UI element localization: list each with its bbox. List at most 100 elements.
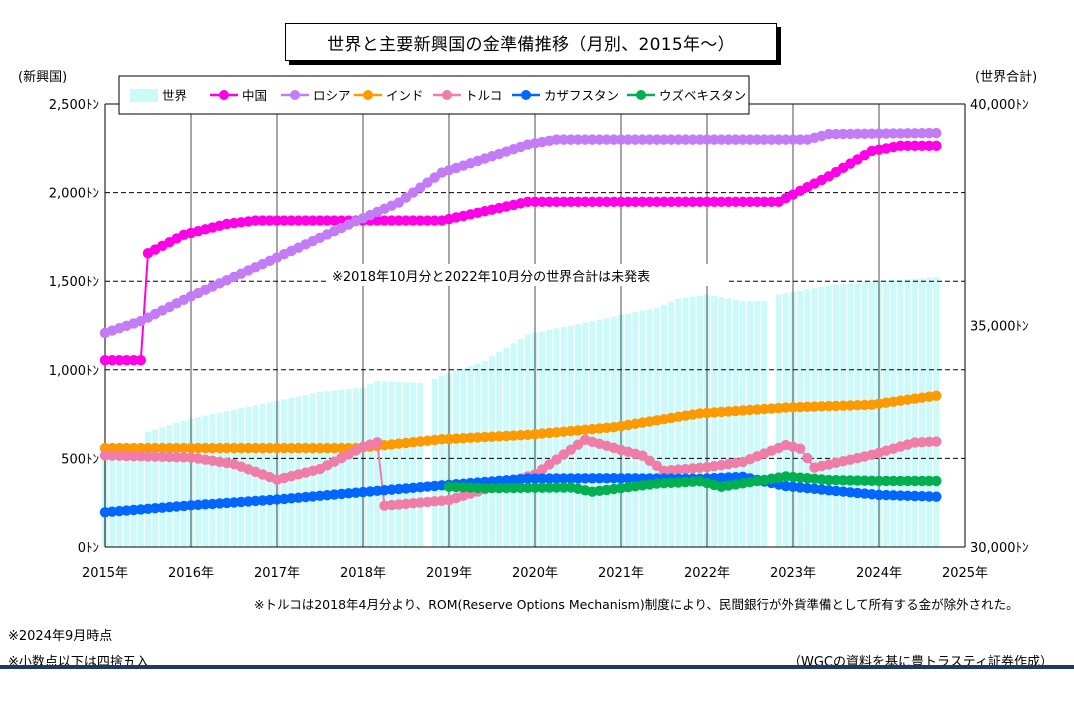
- series-point: [329, 442, 340, 454]
- series-point: [271, 215, 283, 226]
- x-tick-label: 2022年: [684, 566, 730, 581]
- series-point: [508, 482, 519, 494]
- world-bar: [890, 280, 897, 547]
- series-point: [759, 134, 770, 145]
- world-bar: [524, 334, 531, 547]
- series-point: [407, 215, 419, 226]
- world-bar: [159, 427, 166, 547]
- world-bar: [660, 304, 668, 547]
- series-point: [773, 134, 784, 145]
- series-point: [135, 355, 147, 366]
- world-bar: [904, 279, 911, 547]
- series-point: [493, 482, 505, 494]
- legend: 世界 中国 ロシア インド トルコ カザフスタン ウズベキスタン: [118, 75, 750, 115]
- series-point: [235, 442, 247, 454]
- series-point: [579, 134, 591, 145]
- series-point: [687, 134, 698, 145]
- series-point: [565, 473, 577, 484]
- world-bar: [854, 282, 861, 547]
- series-point: [708, 134, 720, 145]
- footnote-turkey: ※トルコは2018年4月分より、ROM(Reserve Options Mech…: [254, 597, 1019, 612]
- world-bar: [782, 293, 789, 547]
- series-point: [931, 140, 942, 152]
- world-bar: [804, 289, 811, 547]
- series-point: [128, 442, 139, 454]
- world-bar: [625, 313, 632, 547]
- series-point: [888, 475, 899, 487]
- legend-swatch-marker: [442, 90, 452, 100]
- world-bar: [632, 312, 639, 547]
- x-tick-label: 2016年: [168, 566, 214, 581]
- series-point: [271, 442, 283, 454]
- series-point: [694, 196, 706, 208]
- series-point: [501, 482, 512, 494]
- series-point: [701, 196, 713, 208]
- left-axis-label: (新興国): [18, 69, 67, 85]
- series-point: [723, 134, 734, 145]
- series-point: [716, 196, 727, 208]
- series-point: [644, 196, 655, 208]
- series-point: [551, 482, 562, 493]
- series-point: [278, 442, 290, 454]
- world-bar: [825, 285, 832, 547]
- world-bar: [840, 284, 847, 547]
- series-point: [687, 196, 698, 208]
- x-tick-label: 2023年: [770, 566, 816, 581]
- chart-title: 世界と主要新興国の金準備推移（月別、2015年～）: [285, 23, 777, 61]
- world-bar: [539, 331, 546, 547]
- series-point: [400, 215, 412, 226]
- world-bar: [725, 298, 732, 547]
- series-point: [601, 473, 612, 484]
- world-bar: [474, 363, 481, 547]
- series-point: [787, 134, 799, 145]
- world-bar: [381, 381, 388, 547]
- world-bar: [553, 328, 560, 547]
- series-point: [257, 442, 268, 454]
- series-point: [622, 473, 634, 484]
- world-bar: [173, 422, 180, 547]
- series-point: [536, 196, 548, 208]
- series-point: [902, 475, 913, 487]
- series-point: [630, 134, 641, 145]
- series-point: [751, 134, 763, 145]
- world-bar: [223, 411, 230, 547]
- series-point: [594, 473, 605, 484]
- series-point: [300, 442, 311, 454]
- series-point: [372, 215, 383, 226]
- legend-label-world: 世界: [162, 88, 188, 103]
- annotation-bg: [328, 264, 728, 286]
- series-point: [880, 128, 892, 139]
- series-point: [737, 196, 749, 208]
- x-tick-label: 2017年: [254, 566, 300, 581]
- series-point: [895, 140, 906, 152]
- series-point: [529, 482, 541, 493]
- world-bar: [503, 347, 510, 547]
- world-bar: [732, 299, 739, 547]
- world-bar: [460, 368, 467, 547]
- y-left-tick-label: 0ﾄﾝ: [78, 541, 99, 556]
- series-point: [608, 196, 620, 208]
- series-point: [615, 134, 627, 145]
- world-bar: [109, 456, 116, 547]
- series-point: [142, 442, 154, 454]
- series-point: [723, 196, 734, 208]
- series-point: [558, 482, 569, 493]
- series-point: [192, 442, 204, 454]
- world-bar: [811, 288, 818, 547]
- series-point: [888, 128, 899, 139]
- series-point: [909, 128, 921, 139]
- series-point: [859, 128, 870, 139]
- series-point: [751, 196, 763, 208]
- world-bar: [797, 290, 804, 547]
- series-point: [873, 475, 885, 487]
- series-point: [321, 442, 333, 454]
- world-bar: [718, 297, 725, 547]
- series-point: [544, 473, 555, 484]
- series-point: [730, 134, 741, 145]
- series-point: [257, 215, 268, 226]
- series-point: [594, 134, 605, 145]
- series-point: [794, 443, 806, 454]
- world-bar: [739, 301, 746, 547]
- world-bar: [682, 297, 689, 547]
- series-point: [393, 215, 405, 226]
